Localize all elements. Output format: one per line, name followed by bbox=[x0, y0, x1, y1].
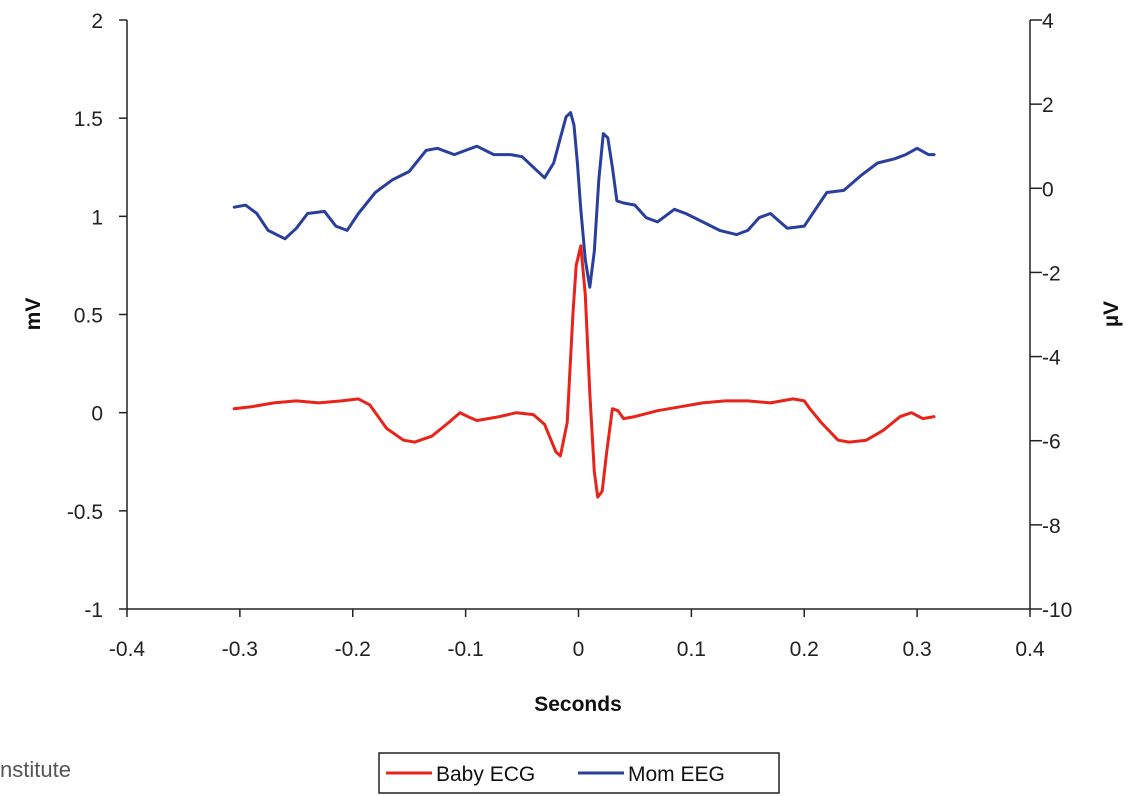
y2-tick-label: -8 bbox=[1042, 515, 1061, 538]
y-tick-label: 0.5 bbox=[74, 305, 103, 328]
x-tick-label: 0.2 bbox=[790, 638, 819, 661]
y-tick-label: -0.5 bbox=[67, 501, 103, 524]
x-tick-label: -0.3 bbox=[222, 638, 258, 661]
x-tick-label: -0.4 bbox=[109, 638, 146, 661]
watermark-text: nstitute bbox=[0, 757, 71, 782]
series-layer bbox=[232, 111, 936, 499]
y-tick-label: 1.5 bbox=[74, 108, 103, 131]
y-tick-label: -1 bbox=[84, 599, 103, 622]
y-tick-label: 0 bbox=[91, 403, 103, 426]
y2-tick-label: 4 bbox=[1042, 10, 1054, 33]
y-tick-label: 2 bbox=[91, 10, 103, 33]
y2-tick-label: 0 bbox=[1042, 178, 1054, 201]
y2-axis-title: µV bbox=[1100, 301, 1123, 327]
y-axis-title: mV bbox=[22, 298, 45, 331]
y-tick-label: 1 bbox=[91, 206, 103, 229]
x-tick-label: 0.4 bbox=[1015, 638, 1045, 661]
x-tick-label: -0.2 bbox=[335, 638, 371, 661]
legend: Baby ECG Mom EEG bbox=[378, 752, 780, 794]
y2-tick-label: -4 bbox=[1042, 347, 1061, 370]
series-line-mom-eeg bbox=[232, 111, 936, 289]
x-tick-label: -0.1 bbox=[448, 638, 484, 661]
axes: -0.4 -0.3 -0.2 -0.1 0 0.1 0.2 0.3 0.4 -1 -0.5 0 0.5 1… bbox=[67, 10, 1073, 661]
y2-tick-label: -6 bbox=[1042, 431, 1061, 454]
series-line-baby-ecg bbox=[232, 244, 936, 499]
x-axis-title: Seconds bbox=[534, 693, 622, 716]
legend-label-baby-ecg: Baby ECG bbox=[436, 763, 535, 786]
y2-tick-label: -10 bbox=[1042, 599, 1072, 622]
x-tick-label: 0 bbox=[573, 638, 585, 661]
y2-tick-label: 2 bbox=[1042, 94, 1054, 117]
x-tick-label: 0.1 bbox=[677, 638, 706, 661]
x-tick-label: 0.3 bbox=[903, 638, 932, 661]
y2-tick-label: -2 bbox=[1042, 262, 1061, 285]
legend-label-mom-eeg: Mom EEG bbox=[628, 763, 725, 786]
